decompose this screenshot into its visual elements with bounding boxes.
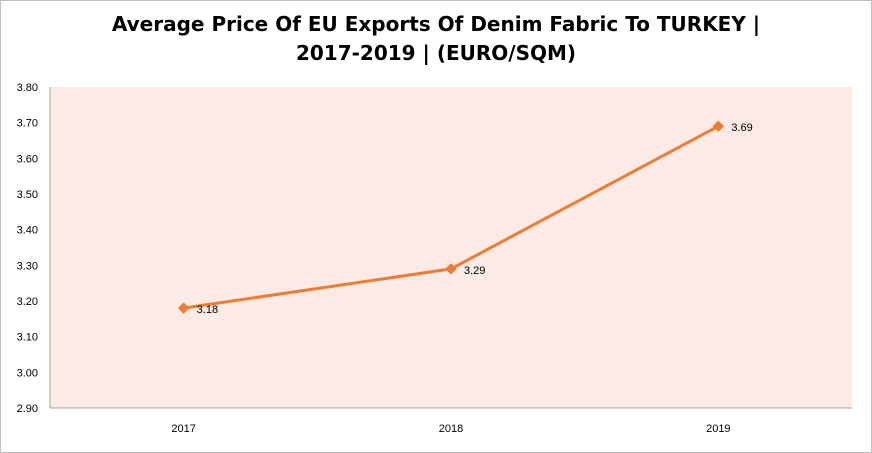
y-tick-label: 3.10 <box>17 332 38 344</box>
data-point-marker[interactable] <box>177 302 190 314</box>
data-label: 3.18 <box>197 304 218 316</box>
x-tick-label: 2018 <box>439 423 463 435</box>
chart-title: Average Price Of EU Exports Of Denim Fab… <box>0 10 872 68</box>
y-tick-label: 3.60 <box>17 153 38 165</box>
y-tick-label: 3.80 <box>17 82 38 94</box>
y-tick-label: 3.70 <box>17 118 38 130</box>
y-tick-label: 3.20 <box>17 296 38 308</box>
y-tick-label: 2.90 <box>17 403 38 415</box>
y-tick-label: 3.00 <box>17 367 38 379</box>
y-tick-label: 3.50 <box>17 189 38 201</box>
x-tick-label: 2019 <box>706 423 730 435</box>
plot-area <box>50 87 852 408</box>
data-label: 3.29 <box>464 265 485 277</box>
x-tick-label: 2017 <box>171 423 195 435</box>
chart-title-line-1: Average Price Of EU Exports Of Denim Fab… <box>111 12 761 36</box>
data-label: 3.69 <box>731 122 752 134</box>
data-point-marker[interactable] <box>712 120 725 132</box>
data-point-marker[interactable] <box>445 263 457 275</box>
y-tick-label: 3.30 <box>17 260 38 272</box>
y-tick-label: 3.40 <box>17 225 38 237</box>
chart-title-line-2: 2017-2019 | (EURO/SQM) <box>295 41 577 65</box>
